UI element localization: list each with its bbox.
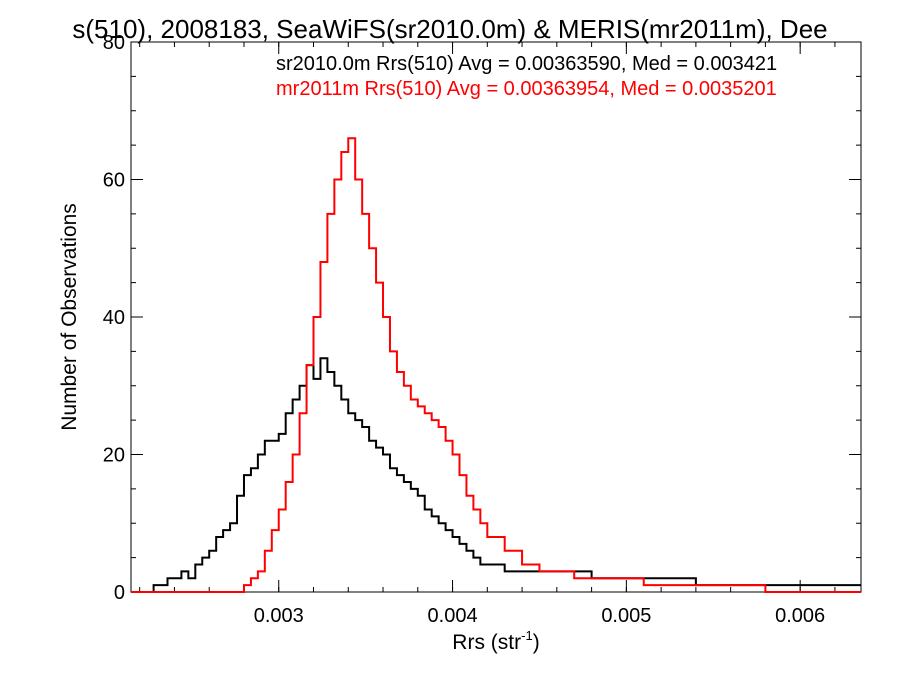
series-layer: [131, 137, 861, 593]
x-tick-label: 0.003: [254, 605, 304, 627]
annotation-mr2011: mr2011m Rrs(510) Avg = 0.00363954, Med =…: [276, 78, 777, 100]
y-tick-label: 60: [103, 170, 125, 192]
y-axis-label: Number of Observations: [58, 203, 81, 431]
x-axis-label: Rrs (str-1): [452, 628, 539, 654]
y-tick-label: 80: [103, 32, 125, 54]
x-tick-label: 0.006: [775, 605, 825, 627]
y-tick-label: 20: [103, 445, 125, 467]
y-tick-label: 0: [114, 582, 125, 604]
x-axis-label-sup: -1: [521, 628, 533, 643]
plot-frame: [130, 41, 862, 593]
axis-ticks: 0.003 0.004 0.005 0.006 0 20 40 60 80: [103, 32, 861, 627]
x-tick-label: 0.004: [428, 605, 478, 627]
y-tick-label: 40: [103, 307, 125, 329]
series-mr2011m-line: [131, 137, 861, 593]
x-axis-label-main: Rrs (str: [452, 631, 521, 654]
x-tick-label: 0.005: [601, 605, 651, 627]
x-axis-label-close: ): [533, 631, 540, 654]
series-sr2010.0m-line: [131, 357, 861, 593]
chart-title: s(510), 2008183, SeaWiFS(sr2010.0m) & ME…: [72, 14, 827, 44]
annotation-sr2010: sr2010.0m Rrs(510) Avg = 0.00363590, Med…: [276, 53, 777, 75]
